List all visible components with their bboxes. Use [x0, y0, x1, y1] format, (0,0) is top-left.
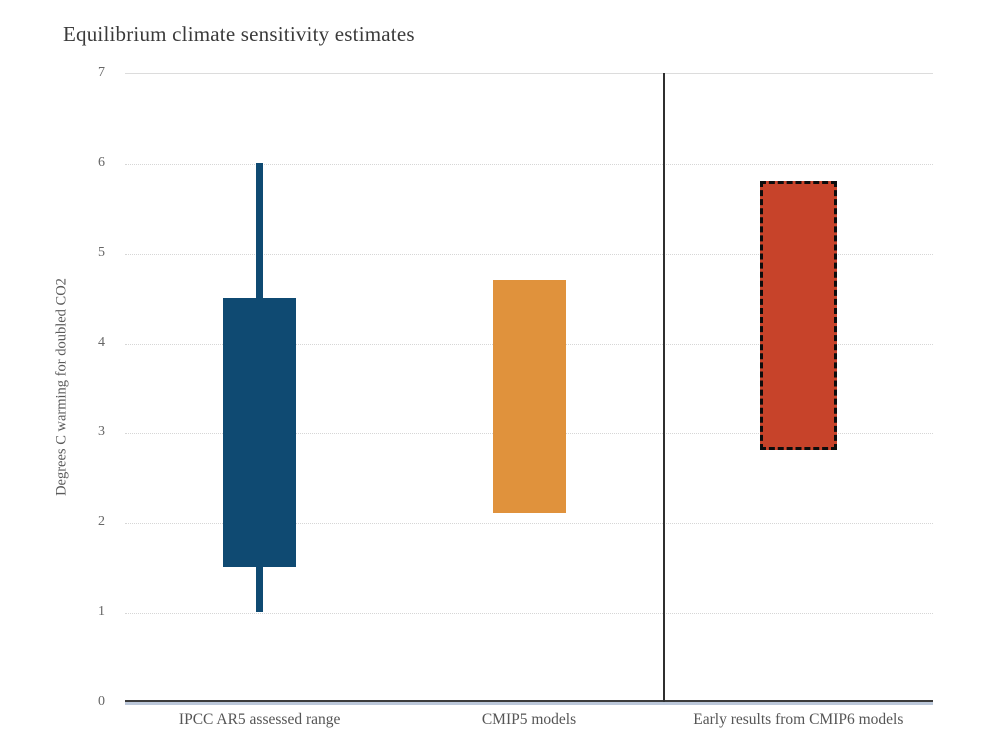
- y-tick-label-3: 3: [98, 424, 105, 440]
- x-category-label-1: IPCC AR5 assessed range: [178, 711, 341, 728]
- x-axis-line-shadow: [125, 702, 933, 705]
- range-bar-2: [492, 279, 566, 514]
- y-tick-label-5: 5: [98, 244, 105, 260]
- section-divider-line: [662, 73, 665, 702]
- gridline-6: [125, 163, 933, 165]
- y-tick-label-0: 0: [98, 694, 105, 709]
- y-tick-label-7: 7: [98, 65, 105, 80]
- gridline-2: [125, 523, 933, 525]
- gridline-5: [125, 253, 933, 255]
- y-tick-label-1: 1: [98, 604, 105, 620]
- y-tick-label-2: 2: [98, 514, 105, 530]
- range-bar-1: [223, 297, 297, 568]
- x-category-label-3: Early results from CMIP6 models: [693, 711, 904, 728]
- range-bar-3: [759, 180, 837, 451]
- x-axis-line: [125, 700, 933, 702]
- y-tick-label-6: 6: [98, 154, 105, 170]
- y-axis-title: Degrees C warming for doubled CO2: [53, 278, 70, 496]
- chart-title: Equilibrium climate sensitivity estimate…: [63, 22, 415, 46]
- gridline-1: [125, 613, 933, 615]
- x-category-label-2: CMIP5 models: [481, 711, 577, 728]
- y-tick-label-4: 4: [98, 334, 105, 350]
